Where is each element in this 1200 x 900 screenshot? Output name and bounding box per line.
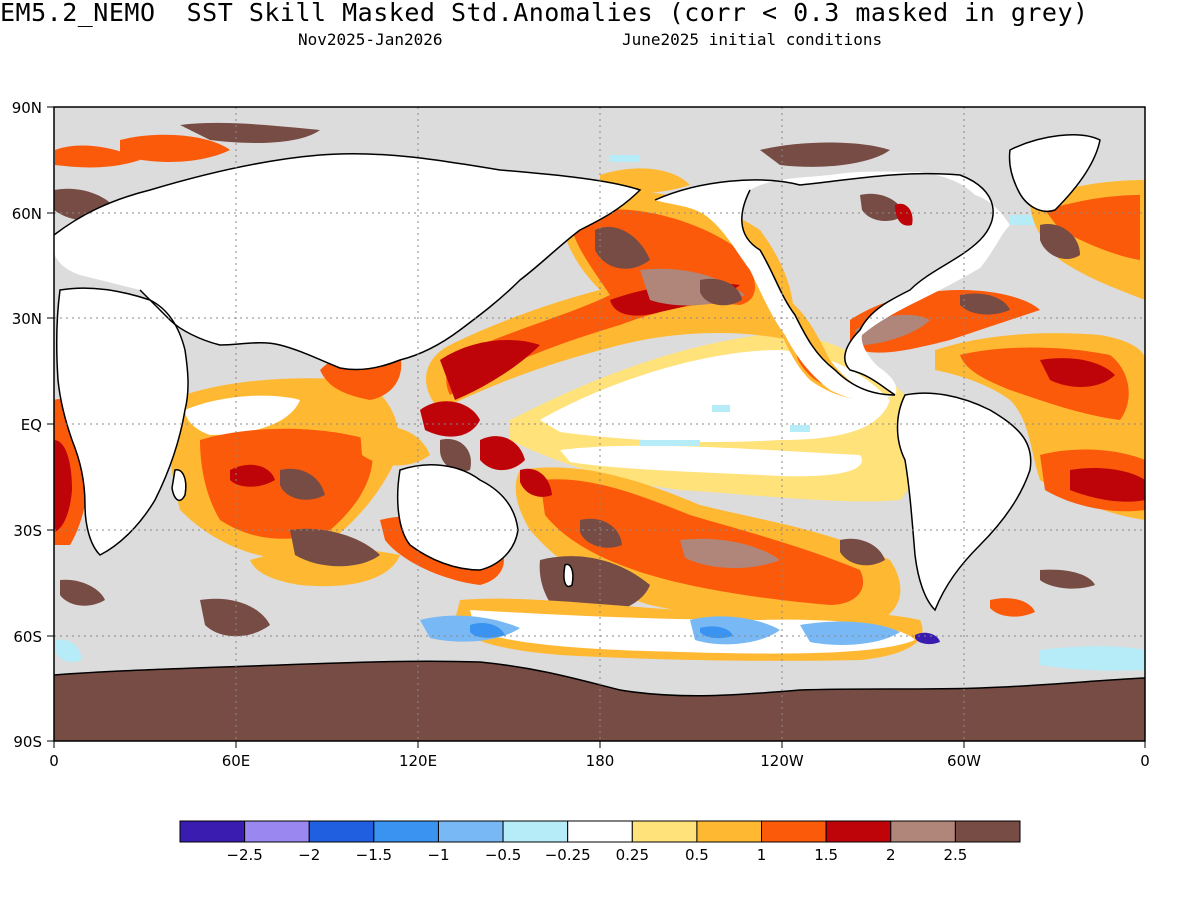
colorbar-label: −0.25 (545, 846, 591, 864)
lon-label: 120W (760, 752, 804, 770)
lat-label: 90S (13, 733, 42, 751)
lat-label: 60N (12, 205, 42, 223)
colorbar-label: 1.5 (814, 846, 838, 864)
colorbar-swatch (438, 821, 503, 842)
colorbar-swatch (245, 821, 310, 842)
colorbar-swatch (697, 821, 762, 842)
latitude-labels: 90N 60N 30N EQ 30S 60S 90S (12, 99, 42, 751)
colorbar-label: −0.5 (485, 846, 521, 864)
colorbar-label: 0.25 (616, 846, 649, 864)
lat-label: 90N (12, 99, 42, 117)
colorbar-label: 2.5 (943, 846, 967, 864)
lat-label: 30S (13, 522, 42, 540)
colorbar-swatch (568, 821, 633, 842)
colorbar-swatch (826, 821, 891, 842)
lat-label: 30N (12, 310, 42, 328)
colorbar-label: −1 (427, 846, 449, 864)
lon-label: 0 (49, 752, 59, 770)
colorbar-swatch (309, 821, 374, 842)
colorbar-swatch (762, 821, 827, 842)
anomaly-region (1040, 646, 1145, 671)
colorbar-label: −1.5 (356, 846, 392, 864)
lon-label: 120E (399, 752, 437, 770)
lon-label: 0 (1140, 752, 1150, 770)
lat-label: 60S (13, 628, 42, 646)
colorbar-swatch (374, 821, 439, 842)
colorbar-label: −2 (298, 846, 320, 864)
colorbar-label: −2.5 (226, 846, 262, 864)
colorbar-label: 2 (886, 846, 896, 864)
lat-label: EQ (21, 416, 42, 434)
colorbar-labels: −2.5 −2 −1.5 −1 −0.5 −0.25 0.25 0.5 1 1.5 2 2.5 (226, 846, 967, 864)
colorbar-label: 1 (757, 846, 767, 864)
longitude-labels: 0 60E 120E 180 120W 60W 0 (49, 752, 1150, 770)
colorbar-label: 0.5 (685, 846, 709, 864)
colorbar-swatch (891, 821, 956, 842)
colorbar-swatch (632, 821, 697, 842)
lon-label: 60E (222, 752, 251, 770)
colorbar (180, 821, 1020, 842)
lon-label: 180 (586, 752, 615, 770)
lon-label: 60W (947, 752, 981, 770)
colorbar-swatch (503, 821, 568, 842)
colorbar-swatch (180, 821, 245, 842)
colorbar-swatch (955, 821, 1020, 842)
